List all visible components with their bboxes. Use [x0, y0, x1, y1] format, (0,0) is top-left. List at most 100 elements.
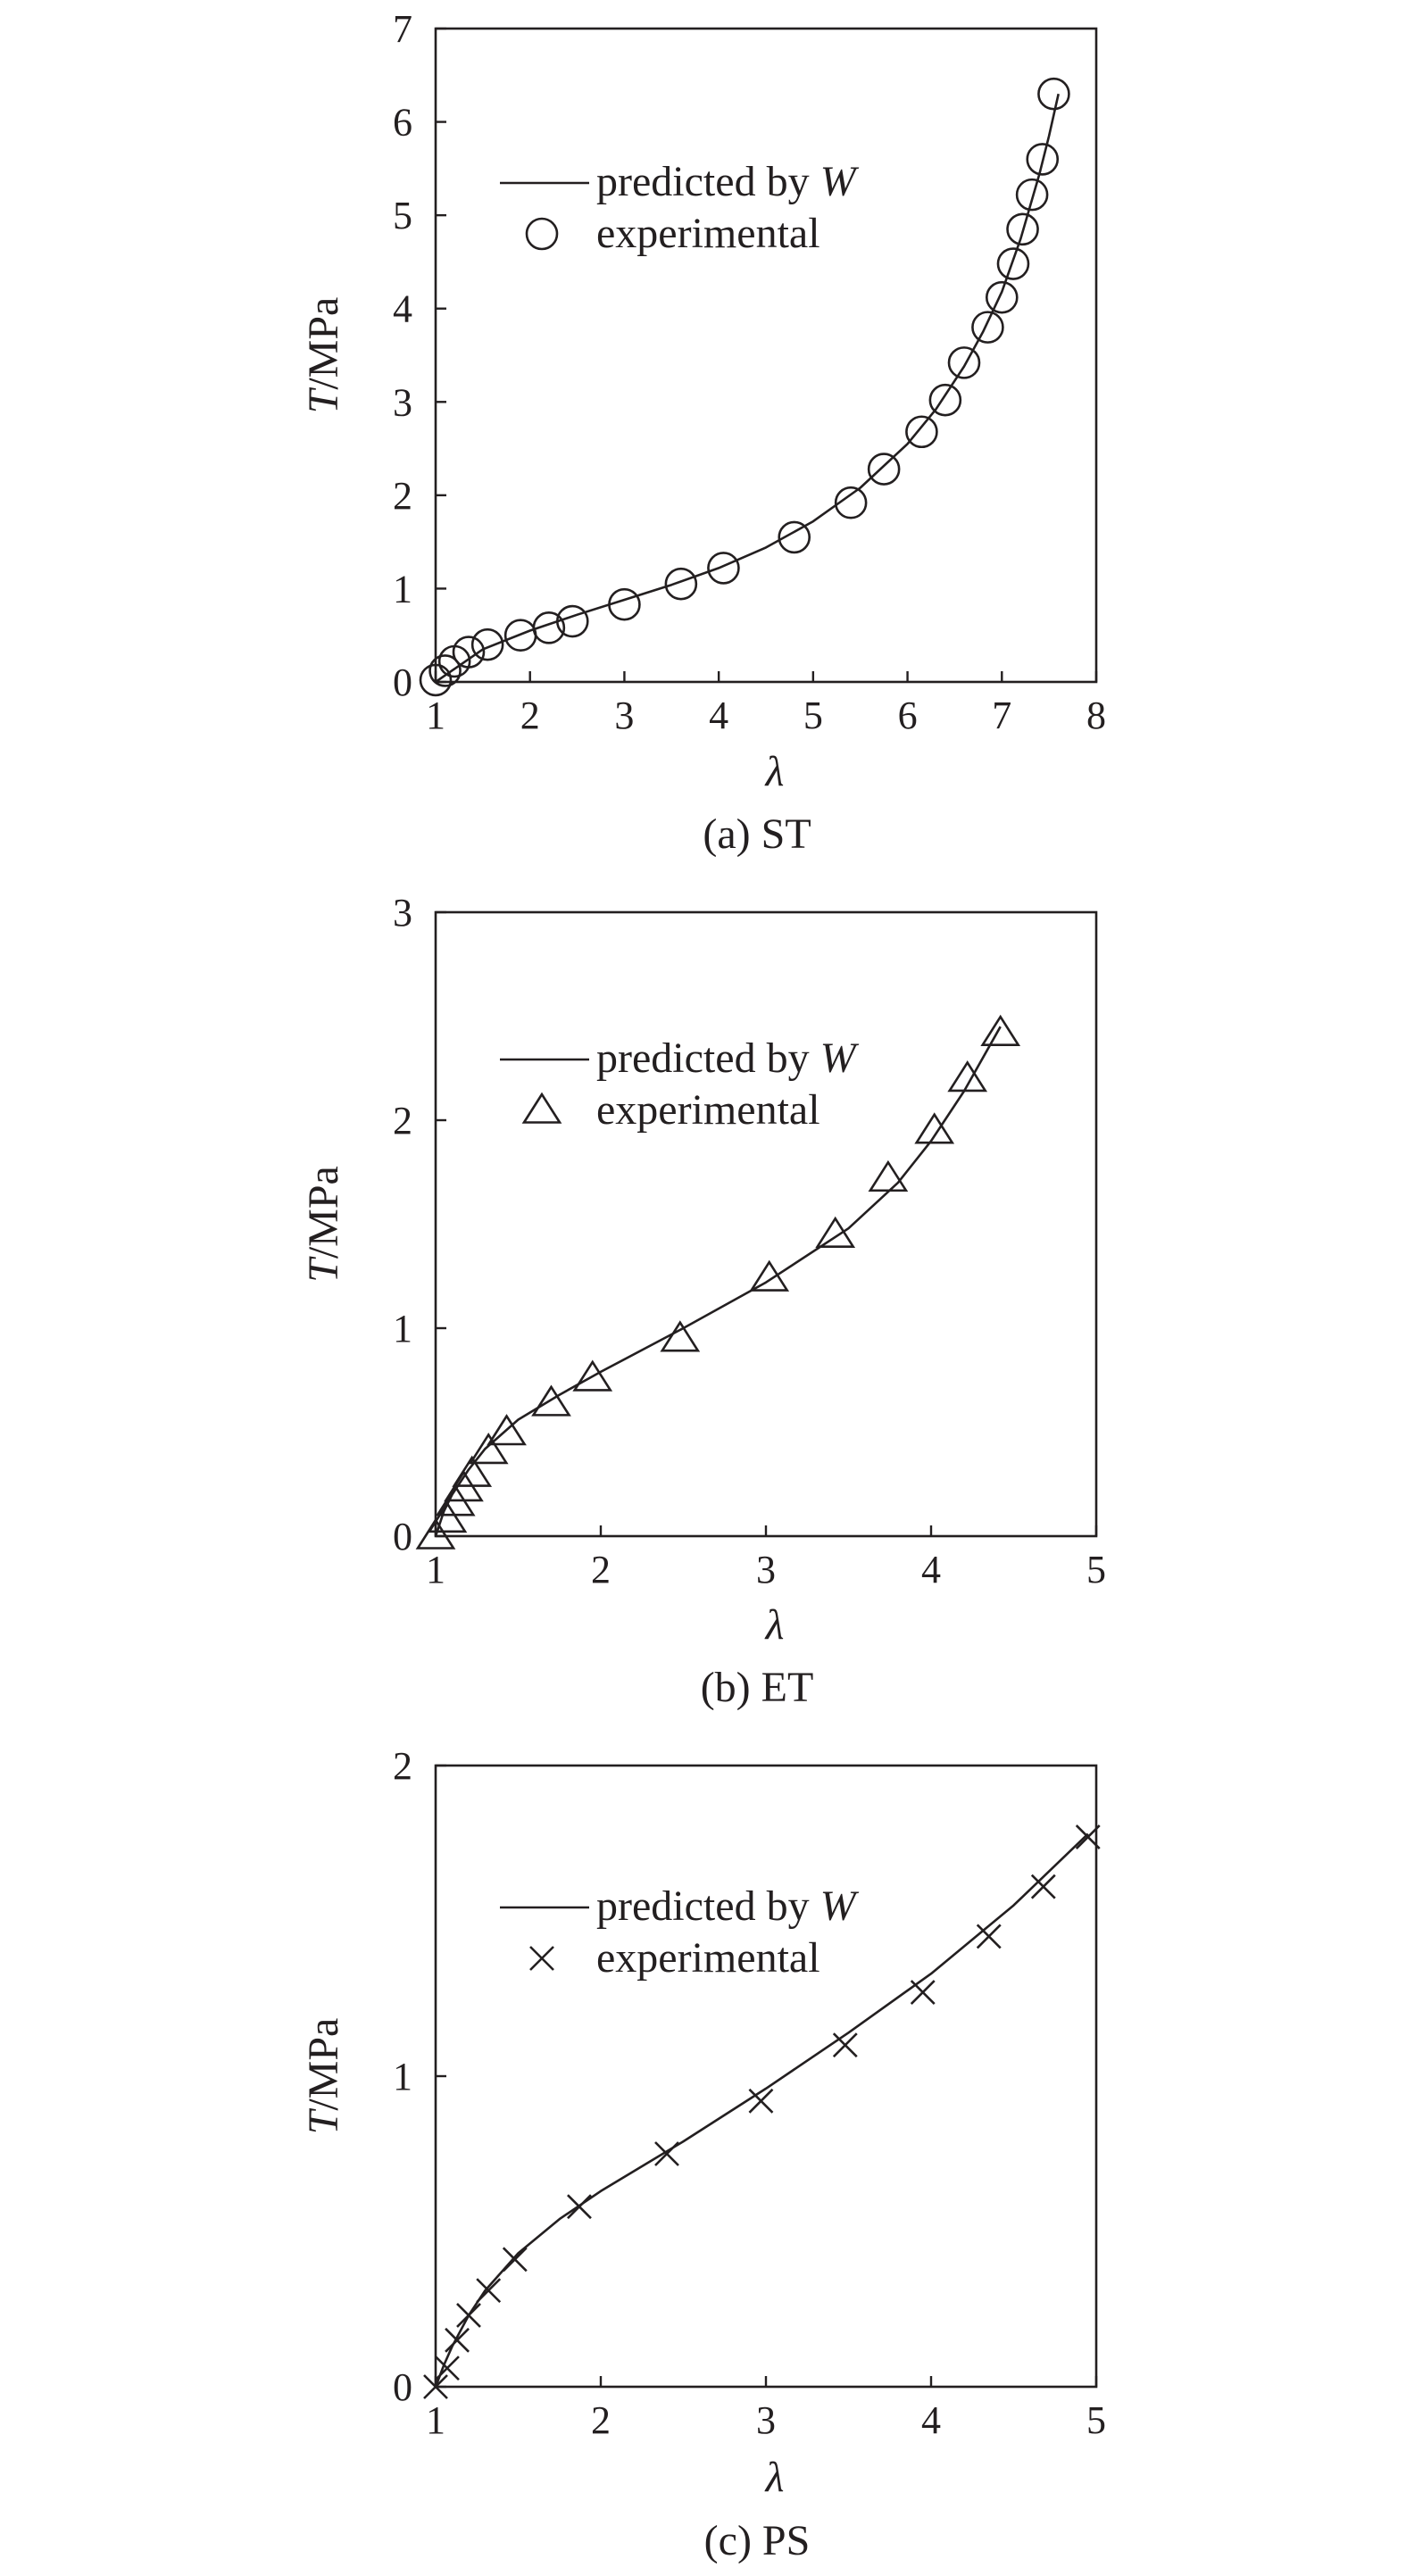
data-point	[832, 2032, 858, 2058]
data-point	[1015, 178, 1049, 212]
data-point	[905, 415, 938, 449]
x-tick-label: 3	[756, 2398, 776, 2442]
x-tick-label: 1	[426, 2398, 445, 2442]
data-point	[914, 1112, 955, 1144]
legend-line-label: predicted by W	[596, 1882, 860, 1930]
y-axis-label-var: T	[300, 2107, 347, 2134]
data-point	[910, 1980, 936, 2005]
legend-marker-swatch	[521, 1092, 562, 1124]
legend-line-var: W	[820, 1882, 860, 1930]
y-tick-label: 3	[393, 891, 412, 935]
panel-caption: (b) ET	[701, 1664, 814, 1711]
x-tick-label: 2	[520, 694, 540, 737]
data-point	[996, 247, 1030, 280]
x-tick-label: 7	[992, 694, 1011, 737]
data-point	[567, 2194, 592, 2220]
y-axis-label-unit: /MPa	[300, 297, 347, 390]
data-point	[947, 346, 981, 379]
data-point	[427, 1500, 468, 1533]
plot-frame	[434, 27, 1098, 684]
x-tick-label: 5	[803, 694, 823, 737]
data-point	[572, 1359, 613, 1392]
data-point	[707, 552, 740, 585]
data-point	[971, 311, 1004, 344]
x-axis-label: λ	[764, 748, 785, 795]
y-tick-label: 0	[393, 1515, 412, 1558]
data-point	[452, 1455, 493, 1487]
y-axis-label: T/MPa	[300, 297, 347, 414]
data-point	[531, 1384, 571, 1417]
legend-line-label: predicted by W	[596, 1035, 860, 1082]
y-tick-label: 5	[393, 194, 412, 237]
y-axis-label-var: T	[300, 386, 347, 413]
data-point	[834, 486, 868, 519]
x-axis-label: λ	[764, 2454, 785, 2501]
data-point	[1026, 143, 1060, 176]
data-point	[470, 627, 504, 661]
data-point	[748, 2088, 774, 2114]
y-axis-label-unit: /MPa	[300, 1166, 347, 1259]
data-point	[985, 280, 1019, 314]
legend-line-text: predicted by	[596, 1035, 820, 1082]
data-point	[555, 604, 589, 638]
panel-caption: (c) PS	[704, 2517, 811, 2564]
data-point	[654, 2141, 679, 2166]
data-point	[428, 654, 462, 687]
y-axis-label: T/MPa	[300, 1166, 347, 1283]
data-point	[815, 1216, 856, 1248]
y-tick-label: 0	[393, 661, 412, 704]
data-point	[778, 520, 811, 554]
y-tick-label: 3	[393, 380, 412, 424]
x-tick-label: 4	[921, 2398, 941, 2442]
data-point	[664, 567, 698, 601]
x-tick-label: 1	[426, 1548, 445, 1591]
panel-caption: (a) ST	[703, 810, 811, 858]
data-point	[419, 663, 453, 697]
x-tick-label: 1	[426, 694, 445, 737]
y-tick-label: 2	[393, 1744, 412, 1788]
legend-marker-label: experimental	[596, 1934, 820, 1982]
predicted-curve	[435, 93, 1060, 684]
x-tick-label: 4	[709, 694, 728, 737]
data-point	[435, 2356, 460, 2381]
y-tick-label: 2	[393, 474, 412, 518]
legend-marker-label: experimental	[596, 1086, 820, 1134]
y-tick-label: 1	[393, 2055, 412, 2098]
legend-marker-swatch	[525, 217, 559, 251]
data-point	[452, 636, 486, 669]
data-point	[423, 2374, 448, 2399]
data-point	[1030, 1874, 1056, 1899]
y-tick-label: 1	[393, 567, 412, 611]
y-tick-label: 2	[393, 1099, 412, 1143]
x-tick-label: 2	[591, 1548, 611, 1591]
x-tick-label: 4	[921, 1548, 941, 1591]
x-tick-label: 3	[756, 1548, 776, 1591]
y-tick-label: 1	[393, 1307, 412, 1350]
data-point	[476, 2278, 502, 2304]
legend-line-var: W	[820, 1035, 860, 1082]
data-point	[487, 1414, 527, 1446]
x-axis-label: λ	[764, 1601, 785, 1649]
data-point	[532, 611, 566, 644]
plot-frame	[434, 1764, 1098, 2389]
data-point	[749, 1259, 790, 1292]
data-point	[415, 1517, 456, 1550]
y-axis-label-var: T	[300, 1256, 347, 1283]
x-tick-label: 6	[898, 694, 918, 737]
data-point	[1037, 77, 1070, 111]
plot-frame	[434, 910, 1098, 1538]
x-tick-label: 5	[1086, 2398, 1106, 2442]
data-point	[502, 2247, 528, 2273]
legend-marker-swatch	[529, 1946, 554, 1971]
data-point	[456, 2303, 481, 2328]
data-point	[468, 1433, 509, 1465]
data-point	[867, 453, 901, 486]
y-axis-label: T/MPa	[300, 2018, 347, 2135]
x-tick-label: 5	[1086, 1548, 1106, 1591]
data-point	[976, 1924, 1002, 1949]
data-point	[445, 2327, 470, 2353]
data-point	[608, 587, 641, 621]
